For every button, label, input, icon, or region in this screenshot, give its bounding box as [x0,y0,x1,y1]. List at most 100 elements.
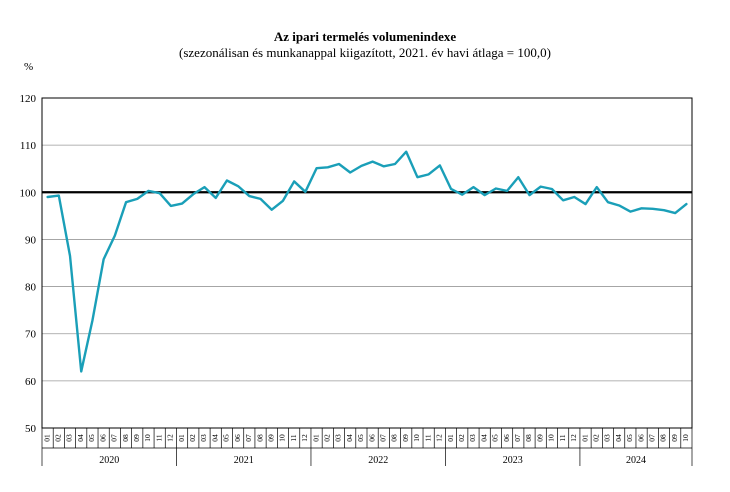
x-month-label: 02 [322,434,331,442]
y-tick-label: 50 [25,423,37,435]
x-month-label: 04 [76,434,85,442]
data-point [461,193,463,195]
x-month-label: 12 [300,434,309,442]
x-month-label: 02 [591,434,600,442]
data-point [237,185,239,187]
x-month-label: 11 [423,434,432,441]
data-point [483,194,485,196]
x-month-label: 09 [132,434,141,442]
data-point [371,160,373,162]
data-point [551,188,553,190]
y-tick-label: 60 [25,376,37,388]
data-point [427,173,429,175]
x-month-label: 11 [154,434,163,441]
x-month-label: 04 [345,434,354,442]
x-month-label: 06 [367,434,376,442]
data-point [596,186,598,188]
x-month-label: 09 [535,434,544,442]
chart-title: Az ipari termelés volumenindexe [273,29,457,44]
x-month-label: 05 [356,434,365,442]
data-point [293,180,295,182]
data-point [450,188,452,190]
data-point [271,209,273,211]
data-point [304,191,306,193]
data-point [640,207,642,209]
x-month-label: 08 [524,434,533,442]
data-point [618,204,620,206]
x-month-label: 10 [278,434,287,442]
x-month-label: 01 [177,434,186,442]
x-year-label: 2020 [99,455,119,466]
y-tick-label: 90 [25,234,37,246]
x-month-label: 05 [491,434,500,442]
data-point [282,200,284,202]
x-year-label: 2021 [234,455,254,466]
data-point [495,187,497,189]
data-point [652,208,654,210]
x-month-label: 03 [468,434,477,442]
data-point [663,209,665,211]
y-tick-label: 70 [25,329,37,341]
x-month-label: 02 [54,434,63,442]
x-month-label: 03 [603,434,612,442]
data-point [315,167,317,169]
data-point [136,198,138,200]
y-tick-label: 100 [20,187,37,199]
data-point [528,194,530,196]
x-month-label: 08 [255,434,264,442]
data-point [46,196,48,198]
data-point [629,210,631,212]
x-month-label: 12 [166,434,175,442]
x-month-label: 03 [65,434,74,442]
data-point [584,203,586,205]
data-point [114,234,116,236]
data-point [147,190,149,192]
series-line [46,150,688,373]
x-month-label: 10 [547,434,556,442]
x-month-label: 03 [334,434,343,442]
data-point [540,185,542,187]
data-point [248,195,250,197]
x-month-label: 09 [670,434,679,442]
data-point [69,255,71,257]
x-month-label: 07 [513,434,522,442]
data-point [125,201,127,203]
data-point [170,205,172,207]
data-point [192,193,194,195]
x-month-label: 07 [244,434,253,442]
data-point [439,164,441,166]
x-month-label: 05 [625,434,634,442]
x-month-label: 12 [435,434,444,442]
data-point [472,186,474,188]
x-month-label: 11 [558,434,567,441]
data-point [607,201,609,203]
x-month-label: 06 [636,434,645,442]
x-month-label: 08 [659,434,668,442]
data-point [80,370,82,372]
x-month-label: 06 [233,434,242,442]
data-point [562,199,564,201]
x-month-label: 09 [266,434,275,442]
x-month-label: 11 [289,434,298,441]
x-month-label: 09 [401,434,410,442]
data-point [181,202,183,204]
x-month-label: 04 [479,434,488,442]
x-month-label: 02 [188,434,197,442]
chart-subtitle: (szezonálisan és munkanappal kiigazított… [179,45,551,60]
x-month-label: 03 [199,434,208,442]
x-month-label: 07 [379,434,388,442]
data-point [405,151,407,153]
y-axis-unit-label: % [24,61,34,73]
data-point [506,190,508,192]
data-point [259,198,261,200]
data-point [203,186,205,188]
data-point [226,179,228,181]
x-month-label: 01 [580,434,589,442]
x-year-label: 2022 [368,455,388,466]
x-month-label: 04 [210,434,219,442]
y-tick-label: 110 [20,140,37,152]
x-month-label: 01 [42,434,51,442]
data-point [573,196,575,198]
